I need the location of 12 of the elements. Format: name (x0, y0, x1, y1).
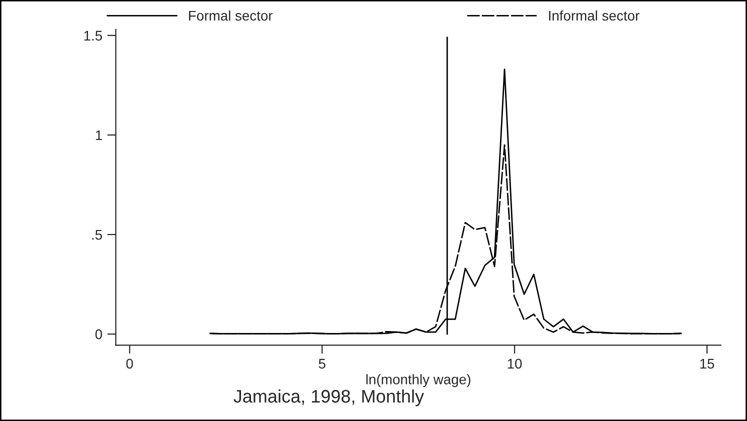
legend-label: Formal sector (189, 10, 273, 21)
legend-label: Informal sector (549, 10, 640, 21)
y-tick-label: 0 (95, 329, 102, 340)
x-tick-label: 5 (318, 358, 326, 369)
y-tick-label: .5 (92, 230, 102, 240)
y-tick-label: 1.5 (84, 30, 102, 41)
x-axis-title: ln(monthly wage) (366, 374, 470, 388)
text: Jamaica, 1998, Monthly (234, 389, 424, 406)
x-tick-label: 15 (700, 358, 714, 369)
y-tick-label: 1 (96, 130, 102, 140)
x-tick-label: 0 (126, 358, 133, 369)
x-tick-label: 10 (508, 358, 522, 369)
